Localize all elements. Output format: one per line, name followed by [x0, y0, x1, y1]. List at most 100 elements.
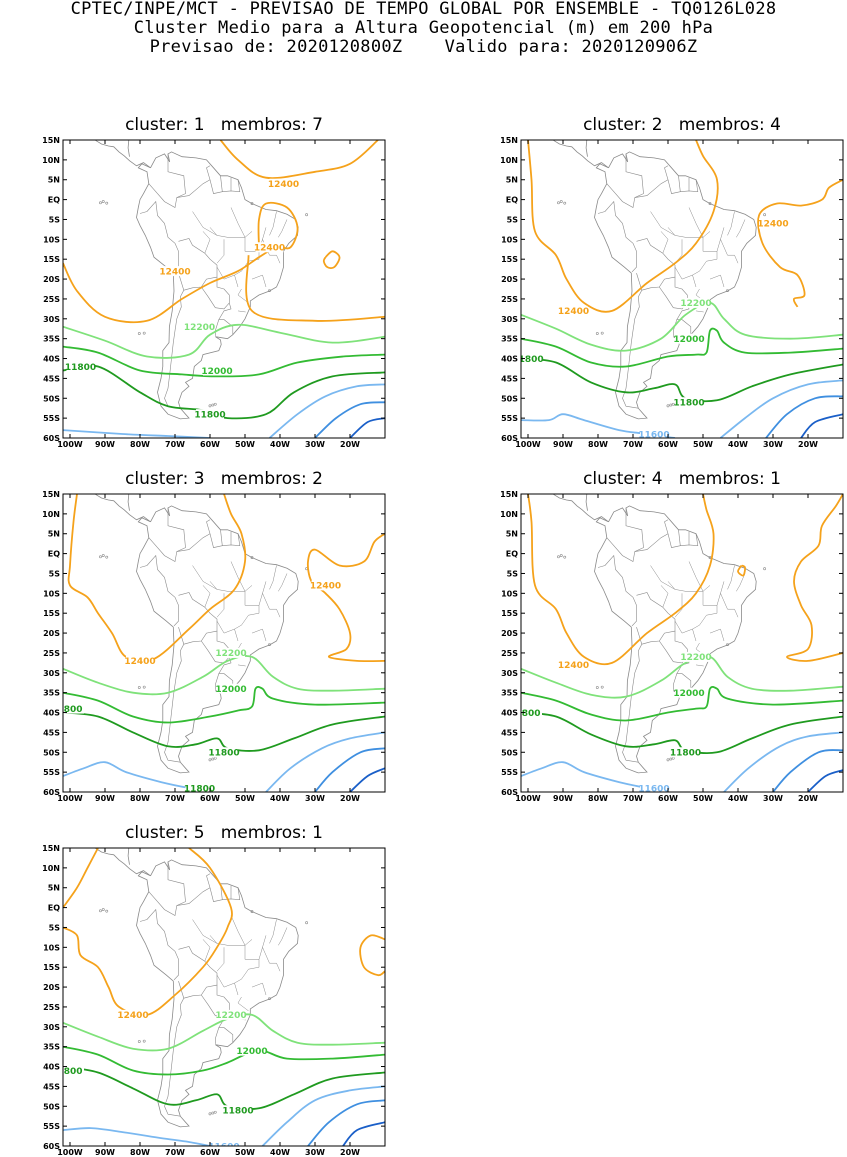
country-border [148, 507, 186, 562]
state-border [709, 274, 725, 288]
state-border [727, 211, 735, 236]
lat-label: 10S [501, 589, 518, 598]
contour-label-bg [210, 747, 238, 758]
lon-label: 80W [588, 440, 608, 449]
country-border [634, 533, 669, 552]
contour-12400 [786, 494, 843, 662]
island [142, 1039, 146, 1043]
contour-11200 [800, 413, 843, 438]
contour-label-bg [196, 409, 224, 420]
lon-label: 90W [95, 440, 115, 449]
lat-label: 45S [43, 374, 60, 383]
contour-label-bg [66, 361, 95, 372]
contour-label-bg [675, 333, 703, 344]
coastline-central-america [94, 848, 151, 877]
country-border [148, 861, 186, 916]
state-border [688, 207, 704, 238]
contour-label: 12200 [215, 649, 246, 659]
state-border [230, 561, 246, 592]
contour-label-bg [224, 1105, 252, 1116]
island [213, 1110, 217, 1114]
country-border [176, 179, 211, 198]
lat-label: 15S [43, 255, 60, 264]
contour-label: 12200 [184, 323, 215, 333]
country-border [678, 529, 681, 546]
state-border [695, 664, 704, 667]
map-frame [62, 847, 386, 1147]
header-line-1: CPTEC/INPE/MCT - PREVISAO DE TEMPO GLOBA… [70, 0, 777, 19]
country-border [606, 153, 644, 208]
lat-label: 10S [43, 235, 60, 244]
contour-11600 [63, 1127, 211, 1146]
state-border [192, 565, 218, 590]
state-border [269, 565, 277, 590]
lat-label: 5S [49, 569, 61, 578]
contour-map: 12400 12400 12400 12200 12000 11800 11800 15N 10… [42, 136, 386, 449]
map-layer: 12400 12400 12200 12000 1800 11800 11800 [63, 494, 385, 792]
contour-label: 11800 [65, 363, 96, 373]
lat-label: 45S [501, 728, 518, 737]
coastline-south-america [594, 151, 757, 420]
island [726, 643, 729, 646]
coastline-central-america [552, 140, 609, 169]
coastline-central-america [127, 848, 130, 865]
island [671, 402, 675, 406]
lat-label: 40S [501, 709, 518, 718]
lon-label: 80W [130, 1148, 150, 1157]
contour-12400 [63, 201, 299, 324]
island [213, 402, 217, 406]
state-border [234, 959, 260, 996]
contour-map: 12400 12200 12000 1800 11800 11600 15N 10N 5N EQ 5… [500, 490, 844, 803]
island [142, 685, 146, 689]
coastline-central-america [94, 494, 151, 523]
state-border [202, 585, 211, 608]
lon-label: 70W [623, 794, 643, 803]
contour-label: 12400 [310, 582, 341, 592]
island [211, 757, 215, 761]
lat-label: 25S [43, 1003, 60, 1012]
contour-12400 [359, 934, 385, 977]
contour-12400 [67, 494, 247, 663]
lat-label: 10S [43, 943, 60, 952]
lat-label: EQ [48, 904, 60, 913]
island [557, 201, 560, 205]
lat-label: 40S [43, 355, 60, 364]
state-border [674, 266, 693, 280]
state-border [209, 581, 253, 592]
country-border [148, 153, 186, 208]
lon-label: 70W [165, 1148, 185, 1157]
state-border [667, 581, 711, 592]
state-border [660, 585, 669, 608]
contour-12400 [63, 848, 233, 1017]
lat-label: 50S [43, 394, 60, 403]
contour-12400 [737, 564, 746, 577]
island [563, 555, 567, 559]
country-border [676, 673, 692, 689]
state-border [234, 605, 260, 642]
lat-label: 15S [501, 609, 518, 618]
contour-label: 11800 [222, 1107, 253, 1117]
lon-label: 100W [57, 1148, 83, 1157]
contour-label-bg [759, 218, 787, 229]
contour-label: 11800 [194, 410, 225, 420]
map-panel-cluster-2: cluster: 2 membros: 4 12400 12400 12200 120… [500, 115, 844, 449]
island [600, 331, 604, 335]
state-border [237, 996, 249, 1012]
contour-11600 [268, 383, 385, 438]
lon-label: 80W [130, 440, 150, 449]
contour-label: 12200 [680, 653, 711, 663]
lon-label: 80W [130, 794, 150, 803]
contour-11600 [261, 1085, 385, 1146]
contour-12200 [521, 655, 843, 699]
contour-label-bg [671, 747, 700, 758]
state-border [692, 251, 718, 288]
contour-label-bg [682, 297, 710, 308]
contour-label-bg [185, 321, 214, 332]
lon-label: 20W [340, 440, 360, 449]
island [763, 213, 767, 217]
lat-label: 10N [500, 510, 518, 519]
lat-label: 30S [501, 669, 518, 678]
contour-12000 [521, 686, 843, 722]
contour-label-bg [63, 703, 84, 714]
country-border [209, 887, 241, 902]
